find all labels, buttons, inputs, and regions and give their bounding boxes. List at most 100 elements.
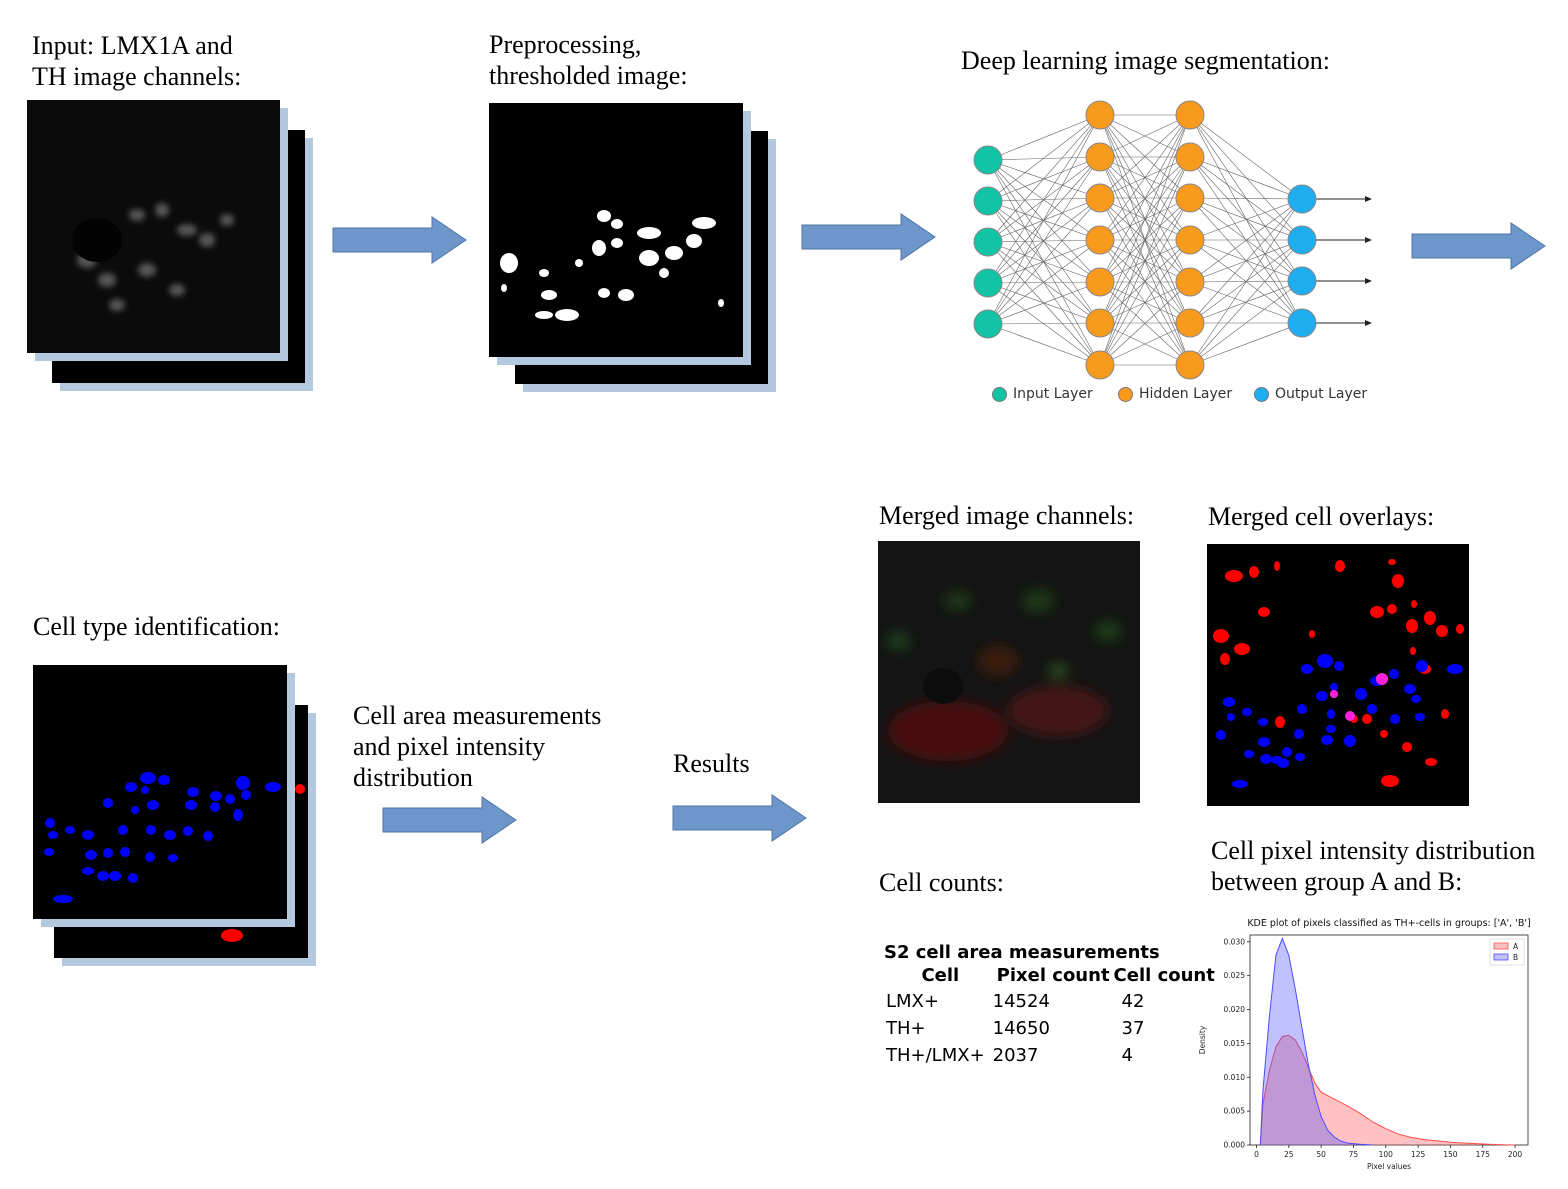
hidden-layer-legend-label: Hidden Layer — [1139, 386, 1233, 402]
input-label-line2: TH image channels: — [32, 62, 242, 91]
row-pixel-count: 2037 — [992, 1045, 1039, 1066]
nn-connection — [987, 156, 1101, 202]
row-pixel-count: 14524 — [992, 991, 1050, 1012]
threshold-image-front — [489, 103, 743, 357]
y-tick-label: 0.030 — [1224, 937, 1246, 946]
neural-network-diagram — [973, 100, 1372, 380]
nn-connection — [1189, 114, 1303, 241]
merged-overlays-image — [1207, 544, 1469, 806]
arrow-1 — [332, 216, 467, 264]
preprocessing-label: Preprocessing, thresholded image: — [489, 29, 688, 91]
row-cell: TH+ — [886, 1018, 926, 1039]
hidden-node — [1175, 350, 1205, 380]
hidden-node — [1175, 100, 1205, 130]
nn-connection — [1189, 197, 1303, 282]
threshold-image-stack — [489, 103, 779, 393]
nn-connection — [987, 241, 1101, 366]
merged-channels-content — [886, 589, 1122, 761]
hidden-node — [1175, 225, 1205, 255]
nn-connection — [987, 281, 1101, 284]
hidden-node — [1085, 308, 1115, 338]
input-node — [973, 145, 1003, 175]
y-tick-label: 0.025 — [1224, 971, 1246, 980]
nn-connection — [1099, 281, 1191, 366]
nn-connection — [1099, 114, 1191, 366]
nn-connection — [987, 156, 1101, 325]
arrow-3 — [1411, 222, 1546, 270]
nn-connection — [1189, 239, 1303, 282]
intensity-dist-label: Cell pixel intensity distribution betwee… — [1211, 835, 1535, 897]
x-tick-label: 175 — [1476, 1150, 1491, 1159]
intensity-dist-label-line1: Cell pixel intensity distribution — [1211, 836, 1536, 865]
output-layer-dot-icon — [1254, 386, 1269, 402]
nn-legend-hidden: Hidden Layer — [1118, 386, 1232, 402]
cell-type-image-front — [33, 665, 287, 919]
legend-label-A: A — [1513, 942, 1519, 951]
legend-label-B: B — [1513, 953, 1518, 962]
input-node — [973, 186, 1003, 216]
table-row: TH+/LMX+ 2037 4 — [882, 1042, 1219, 1069]
x-axis-label: Pixel values — [1367, 1162, 1411, 1171]
input-node — [973, 309, 1003, 339]
nn-connection — [987, 322, 1101, 325]
nn-connection — [1189, 198, 1303, 241]
hidden-node — [1175, 142, 1205, 172]
nn-connection — [1189, 198, 1303, 366]
series-area-B — [1260, 938, 1373, 1145]
cell-area-label: Cell area measurements and pixel intensi… — [353, 700, 601, 793]
nn-output-arrowhead — [1365, 196, 1372, 202]
row-pixel-count: 14650 — [992, 1018, 1050, 1039]
cell-area-label-line2: and pixel intensity — [353, 732, 546, 761]
nn-connection — [987, 200, 1101, 283]
x-tick-label: 100 — [1379, 1150, 1394, 1159]
input-node — [973, 227, 1003, 257]
legend-swatch-A — [1493, 942, 1509, 950]
nn-connection — [1189, 197, 1303, 241]
nn-connection — [987, 159, 1101, 283]
output-node — [1287, 266, 1317, 296]
nn-connection — [987, 114, 1101, 202]
nn-connection — [987, 156, 1101, 161]
x-tick-label: 200 — [1508, 1150, 1523, 1159]
input-node — [973, 268, 1003, 298]
merged-overlays-content — [1213, 559, 1464, 788]
preprocessing-label-line1: Preprocessing, — [489, 30, 642, 59]
nn-legend-output: Output Layer — [1254, 386, 1367, 402]
y-axis-label: Density — [1198, 1025, 1207, 1054]
output-node — [1287, 308, 1317, 338]
input-label-line1: Input: LMX1A and — [32, 31, 233, 60]
chart-plot-area — [1249, 934, 1529, 1146]
input-image-content — [72, 203, 234, 311]
hidden-node — [1085, 350, 1115, 380]
series-area-A — [1260, 1035, 1516, 1145]
nn-connection — [1189, 198, 1303, 283]
deep-learning-label: Deep learning image segmentation: — [961, 46, 1330, 75]
nn-connection — [987, 239, 1101, 284]
measurements-table: S2 cell area measurements Cell Pixel cou… — [884, 942, 1219, 1069]
nn-connection — [987, 159, 1101, 241]
hidden-node — [1085, 225, 1115, 255]
hidden-node — [1085, 100, 1115, 130]
cell-type-red-mark-1 — [295, 784, 305, 794]
cell-area-label-line1: Cell area measurements — [353, 701, 602, 730]
nn-connection — [987, 239, 1101, 325]
nn-connection — [987, 197, 1101, 325]
nn-output-arrowhead — [1365, 320, 1372, 326]
x-tick-label: 50 — [1316, 1150, 1326, 1159]
x-tick-label: 150 — [1443, 1150, 1458, 1159]
nn-connection — [987, 159, 1101, 366]
series-line-A — [1259, 1034, 1516, 1146]
cell-counts-label: Cell counts: — [879, 868, 1004, 897]
input-image-front — [27, 100, 280, 353]
x-tick-label: 0 — [1254, 1150, 1259, 1159]
nn-connection — [987, 114, 1101, 161]
row-cell: TH+/LMX+ — [886, 1045, 985, 1066]
header-cell: Cell — [921, 965, 960, 986]
nn-connection — [987, 241, 1101, 283]
cell-type-image-stack — [33, 665, 323, 970]
cell-area-label-line3: distribution — [353, 763, 473, 792]
arrow-4 — [382, 796, 517, 844]
merged-channels-label: Merged image channels: — [879, 501, 1135, 530]
hidden-node — [1085, 142, 1115, 172]
input-layer-legend-label: Input Layer — [1013, 386, 1093, 402]
